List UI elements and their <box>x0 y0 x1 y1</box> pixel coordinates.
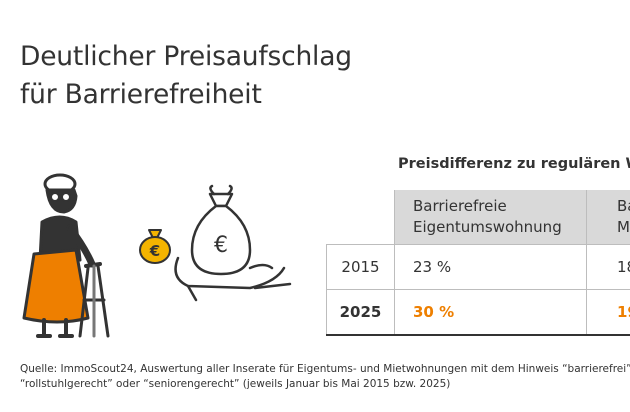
column-header-line-2: Eigentumswohnung <box>413 218 562 236</box>
source-line-2: “rollstuhlgerecht” oder “seniorengerecht… <box>20 378 451 390</box>
year-column-header <box>326 190 395 245</box>
elderly-woman-with-walker-icon <box>22 173 110 338</box>
page-title: Deutlicher Preisaufschlag für Barrierefr… <box>20 38 352 114</box>
cell-mietwohnung: 19 <box>586 289 630 336</box>
euro-coin-bag-icon: € <box>139 229 171 264</box>
column-header-line-1: Ba <box>617 197 630 215</box>
illustration: € € <box>22 173 292 338</box>
table-row: 2015 23 % 18 <box>326 244 630 290</box>
column-header-line-2: Mi <box>617 218 630 236</box>
coin-euro-symbol: € <box>149 242 160 260</box>
row-year: 2015 <box>326 244 395 290</box>
title-line-2: für Barrierefreiheit <box>20 79 262 110</box>
price-table: Barrierefreie Eigentumswohnung Ba Mi 201… <box>326 190 630 336</box>
row-year: 2025 <box>326 289 395 336</box>
column-header-mietwohnung: Ba Mi <box>586 190 630 245</box>
money-bag-in-hand-icon: € <box>174 184 292 302</box>
table-caption: Preisdifferenz zu regulären Wo <box>398 156 630 172</box>
source-note: Quelle: ImmoScout24, Auswertung aller In… <box>20 362 630 392</box>
bag-euro-symbol: € <box>214 233 228 258</box>
cell-mietwohnung: 18 <box>586 244 630 290</box>
source-line-1: Quelle: ImmoScout24, Auswertung aller In… <box>20 363 630 375</box>
table-row: 2025 30 % 19 <box>326 289 630 336</box>
column-header-line-1: Barrierefreie <box>413 197 507 215</box>
column-header-eigentumswohnung: Barrierefreie Eigentumswohnung <box>394 190 587 245</box>
cell-eigentumswohnung: 30 % <box>394 289 587 336</box>
table-header-row: Barrierefreie Eigentumswohnung Ba Mi <box>326 190 630 245</box>
cell-eigentumswohnung: 23 % <box>394 244 587 290</box>
title-line-1: Deutlicher Preisaufschlag <box>20 41 352 72</box>
